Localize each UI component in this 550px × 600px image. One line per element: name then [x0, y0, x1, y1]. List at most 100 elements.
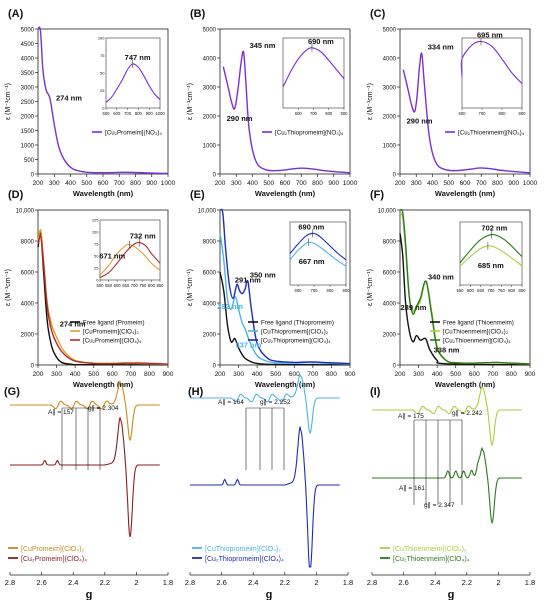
- x-axis-label: g: [86, 589, 93, 600]
- x-tick-label: 600: [98, 180, 109, 187]
- y-tick-label: 4000: [203, 57, 217, 63]
- x-tick-label: 500: [263, 180, 274, 187]
- inset-x-tick-label: 900: [343, 288, 351, 293]
- panel-c: (C) 200 300 400 500 600 700 800 900 1000 0 1000 2000…: [367, 8, 538, 198]
- inset-x-tick-label: 800: [499, 111, 507, 116]
- panel-label: (I): [370, 386, 381, 398]
- inset-frame: [459, 221, 523, 286]
- inset-x-tick-label: 800: [325, 111, 333, 116]
- legend-entry: [CuThiopromeim](ClO₄)₂: [205, 546, 281, 553]
- x-tick-label: 400: [65, 180, 76, 187]
- x-axis-label: g: [448, 589, 455, 600]
- inset-y-tick-label: 0: [102, 106, 105, 111]
- x-tick-label: 2.2: [280, 578, 290, 587]
- x-axis-label: Wavelength (nm): [435, 380, 496, 389]
- epr-trace: [372, 446, 522, 525]
- x-tick-label: 2.4: [430, 578, 440, 587]
- panel-e: (E) 200 300 400 500 600 700 800 900 0 2000 4000 6000…: [187, 189, 356, 389]
- inset-x-tick-label: 600: [295, 111, 303, 116]
- inset-peak-label: 671 nm: [99, 251, 125, 260]
- y-axis-label: ε (M⁻¹cm⁻¹): [5, 269, 12, 306]
- series-line: [399, 233, 531, 366]
- inset-peak-label: 667 nm: [299, 257, 325, 266]
- y-tick-label: 0: [31, 173, 35, 179]
- x-tick-label: 500: [450, 371, 461, 378]
- x-tick-label: 1000: [343, 180, 358, 187]
- x-tick-label: 800: [312, 180, 323, 187]
- inset-peak-label: 685 nm: [478, 261, 504, 270]
- inset-y-tick-label: 0: [96, 278, 99, 283]
- inset-x-tick-label: 700: [479, 111, 487, 116]
- x-tick-label: 800: [492, 180, 503, 187]
- inset-plot: 550 600 650 700 750 800 850 702 nm 685 nm: [457, 221, 526, 293]
- x-axis-label: Wavelength (nm): [255, 189, 316, 198]
- x-tick-label: 300: [233, 371, 244, 378]
- inset-series-line: [459, 233, 523, 264]
- epr-trace: [10, 417, 160, 538]
- x-tick-label: 2.8: [367, 578, 377, 587]
- inset-y-tick-label: 25: [100, 88, 105, 93]
- x-tick-label: 1.8: [163, 578, 173, 587]
- x-tick-label: 700: [114, 180, 125, 187]
- y-tick-label: 5000: [21, 28, 35, 34]
- inset-x-tick-label: 800: [135, 111, 143, 116]
- legend-entry: [CuPromeim](ClO₄)₂: [83, 329, 139, 336]
- legend-entry: [Cu₂Promeim](ClO₄)₄: [21, 556, 87, 563]
- inset-x-tick-label: 800: [148, 283, 156, 288]
- legend-entry: [Cu₂Promeim](NO₃)₄: [105, 130, 162, 137]
- x-tick-label: 1.8: [525, 578, 535, 587]
- x-tick-label: 2.4: [68, 578, 78, 587]
- y-tick-label: 4500: [21, 42, 35, 48]
- x-tick-label: 400: [432, 371, 443, 378]
- inset-x-tick-label: 700: [311, 288, 319, 293]
- x-tick-label: 300: [49, 180, 60, 187]
- x-tick-label: 800: [130, 180, 141, 187]
- epr-trace: [372, 385, 522, 447]
- peak-label: 334 nm: [428, 43, 454, 52]
- y-tick-label: 1000: [203, 144, 217, 150]
- x-tick-label: 2.2: [100, 578, 110, 587]
- inset-x-tick-label: 600: [114, 283, 122, 288]
- x-tick-label: 300: [411, 180, 422, 187]
- epr-parameter-label: A∥ = 157: [48, 408, 74, 416]
- inset-x-tick-label: 800: [327, 288, 335, 293]
- series-line: [399, 208, 531, 365]
- x-tick-label: 2.8: [5, 578, 15, 587]
- x-tick-label: 700: [476, 180, 487, 187]
- inset-y-tick-label: 125: [92, 218, 99, 223]
- y-tick-label: 3000: [203, 86, 217, 92]
- y-tick-label: 4000: [383, 57, 397, 63]
- legend-entry: Free ligand (Promeim): [83, 320, 145, 327]
- x-tick-label: 900: [146, 180, 157, 187]
- epr-parameter-label: A∥ = 164: [218, 398, 244, 406]
- inset-x-tick-label: 900: [341, 111, 349, 116]
- inset-x-tick-label: 700: [131, 283, 139, 288]
- y-tick-label: 2000: [203, 333, 217, 339]
- x-axis-label: Wavelength (nm): [255, 380, 316, 389]
- x-tick-label: 200: [33, 371, 44, 378]
- y-tick-label: 10,000: [16, 209, 35, 215]
- x-tick-label: 1000: [523, 180, 538, 187]
- x-tick-label: 1.8: [343, 578, 353, 587]
- panel-d: (D)200 300 400 500 600 700 800 9000200040006000…: [5, 189, 174, 389]
- x-tick-label: 300: [51, 371, 62, 378]
- y-tick-label: 2000: [203, 115, 217, 121]
- x-tick-label: 2.8: [185, 578, 195, 587]
- x-tick-label: 500: [443, 180, 454, 187]
- x-tick-label: 800: [144, 371, 155, 378]
- y-tick-label: 6000: [21, 271, 35, 277]
- x-tick-label: 2.6: [216, 578, 226, 587]
- series-line: [219, 271, 351, 366]
- y-axis-label: ε (M⁻¹cm⁻¹): [5, 83, 12, 120]
- inset-x-tick-label: 900: [146, 111, 154, 116]
- x-axis-label: Wavelength (nm): [435, 189, 496, 198]
- epr-parameter-label: g∥ = 2.242: [452, 409, 483, 417]
- x-tick-label: 700: [307, 371, 318, 378]
- x-tick-label: 900: [525, 371, 536, 378]
- inset-x-tick-label: 600: [459, 111, 467, 116]
- inset-frame: [99, 219, 161, 281]
- inset-y-tick-label: 100: [98, 36, 105, 41]
- legend-entry: [Cu₂Thioenmeim](ClO₄)₄: [393, 556, 470, 563]
- inset-frame: [282, 37, 345, 109]
- inset-y-tick-label: 50: [100, 71, 105, 76]
